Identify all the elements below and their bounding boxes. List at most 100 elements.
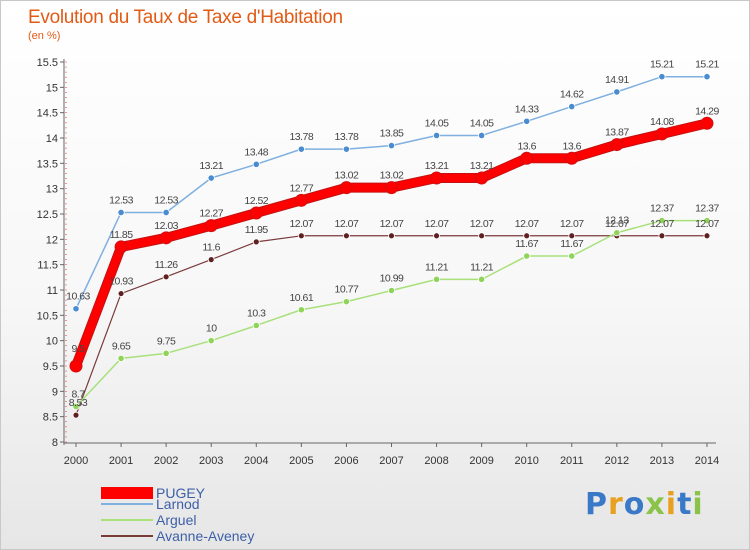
legend-label: PUGEY [156,485,206,501]
legend-item-avanne-aveney: Avanne-Aveney [101,528,254,544]
y-tick-label: 14.5 [37,108,58,120]
data-label-arguel: 10.3 [247,307,266,319]
data-label-avanne-aveney: 12.07 [515,218,539,230]
data-label-arguel: 9.75 [157,335,176,347]
legend-item-arguel: Arguel [101,512,196,528]
y-tick-label: 13.5 [37,158,58,170]
data-point-larnod [72,305,80,313]
data-label-arguel: 11.21 [425,261,449,273]
data-label-pugey: 12.52 [244,195,268,207]
data-point-larnod [703,73,711,81]
logo-letter: P [585,487,608,522]
data-point-larnod [387,142,396,150]
legend-swatch [101,519,153,521]
x-tick-label: 2005 [289,455,313,467]
data-label-avanne-aveney: 10.93 [109,276,133,288]
series-line-pugey [72,119,711,370]
data-point-avanne-aveney [117,290,125,297]
data-point-pugey [204,219,218,233]
data-label-avanne-aveney: 12.07 [560,218,584,230]
data-label-larnod: 13.78 [335,131,359,143]
legend-label: Larnod [156,496,200,512]
data-point-pugey [610,138,624,152]
logo-letter: x [645,487,666,522]
data-point-pugey [430,171,444,185]
data-point-avanne-aveney [343,232,350,240]
y-tick-label: 12.5 [37,209,58,221]
data-label-pugey: 13.6 [517,140,536,152]
data-point-avanne-aveney [523,232,531,240]
data-label-arguel: 10.99 [380,273,404,285]
x-tick-label: 2012 [605,455,629,467]
x-tick-label: 2013 [650,455,674,467]
y-tick-label: 10.5 [37,310,58,322]
data-label-larnod: 13.21 [199,160,223,172]
data-label-pugey: 9.5 [71,343,85,355]
y-tick-label: 15 [46,82,58,94]
logo-letter: o [623,487,646,522]
data-label-avanne-aveney: 12.07 [335,218,359,230]
data-point-larnod [613,88,621,96]
data-point-avanne-aveney [72,411,80,419]
data-label-larnod: 14.91 [605,74,629,86]
data-point-pugey [339,181,353,195]
legend-swatch [101,503,153,505]
unit-label: (en %) [28,30,61,42]
data-label-larnod: 14.33 [515,103,539,115]
y-tick-label: 15.5 [37,57,58,69]
y-tick-label: 9 [52,386,58,398]
data-label-arguel: 12.13 [605,215,629,227]
data-label-avanne-aveney: 12.07 [605,218,629,230]
data-point-larnod [297,145,305,153]
y-tick-label: 9.5 [43,361,58,373]
data-label-pugey: 12.03 [154,220,178,232]
data-point-arguel [613,229,621,237]
data-label-larnod: 12.53 [154,194,178,206]
data-point-arguel [568,252,576,260]
data-point-larnod [117,208,125,217]
data-label-larnod: 10.63 [66,291,90,303]
data-point-avanne-aveney [162,273,170,281]
x-tick-label: 2004 [244,455,268,467]
data-label-larnod: 15.21 [695,59,719,71]
data-point-arguel [117,354,125,362]
data-label-pugey: 12.77 [289,182,313,194]
x-tick-label: 2006 [334,455,358,467]
x-tick-label: 2002 [154,455,178,467]
data-label-pugey: 12.27 [199,208,223,220]
legend-label: Arguel [156,512,197,528]
data-point-larnod [432,131,441,140]
data-label-arguel: 12.37 [695,203,719,215]
data-point-avanne-aveney [297,232,305,240]
data-label-arguel: 8.7 [71,389,85,401]
data-label-pugey: 13.21 [470,160,494,172]
data-label-pugey: 13.02 [335,170,359,182]
y-tick-label: 8.5 [43,412,58,424]
data-label-avanne-aveney: 11.26 [155,259,179,271]
data-label-avanne-aveney: 12.07 [695,218,719,230]
data-point-pugey [249,206,263,220]
data-label-pugey: 14.08 [650,116,674,128]
y-tick-label: 10 [46,336,58,348]
data-point-avanne-aveney [252,238,260,246]
data-point-pugey [159,231,173,245]
data-point-avanne-aveney [703,232,711,240]
chart-title: Evolution du Taux de Taxe d'Habitation [28,7,343,28]
data-point-pugey [700,116,714,130]
data-label-arguel: 10 [206,323,217,335]
data-point-larnod [162,208,170,217]
data-label-arguel: 9.65 [112,340,131,352]
logo-letter: t [677,487,693,522]
data-label-avanne-aveney: 11.95 [245,224,269,236]
data-label-arguel: 12.37 [650,203,674,215]
data-point-arguel [523,252,531,260]
data-label-arguel: 10.77 [335,284,359,296]
data-point-avanne-aveney [388,232,395,240]
series-line-pugey-shadow [71,118,712,371]
data-point-larnod [478,131,486,140]
x-tick-label: 2003 [199,455,223,467]
data-point-arguel [297,306,305,314]
y-tick-label: 8 [52,437,58,449]
data-point-avanne-aveney [207,256,215,264]
